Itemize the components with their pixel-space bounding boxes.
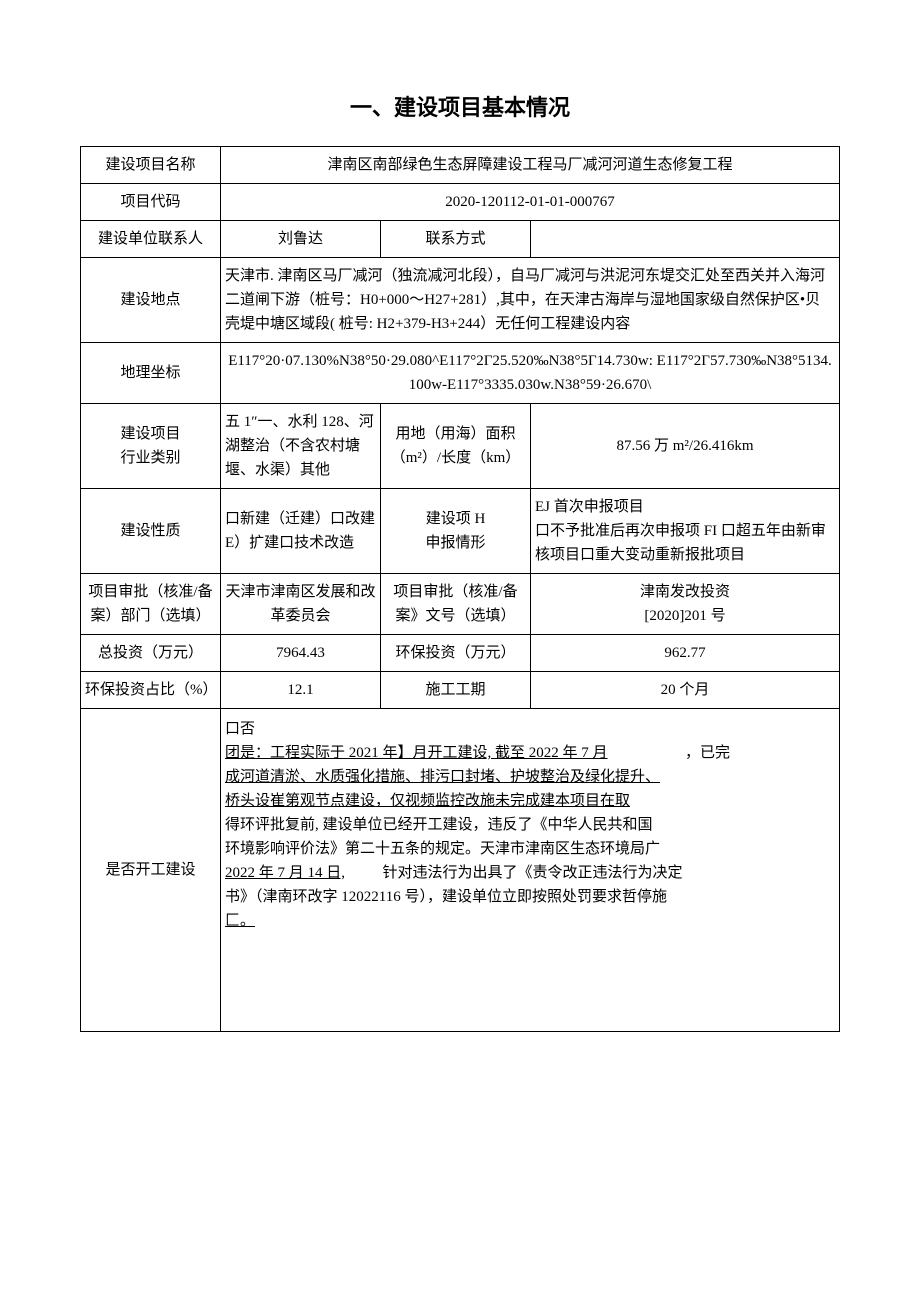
label-construction-period: 施工工期 — [381, 672, 531, 709]
table-row: 建设地点 天津市. 津南区马厂减河（独流减河北段），自马厂减河与洪泥河东堤交汇处… — [81, 258, 840, 343]
table-row: 是否开工建设 口否 团是：工程实际于 2021 年】月开工建设, 截至 2022… — [81, 709, 840, 1032]
label-total-investment: 总投资（万元） — [81, 635, 221, 672]
is-started-line1: 口否 — [225, 717, 835, 741]
section-title: 一、建设项目基本情况 — [80, 90, 840, 122]
value-project-name: 津南区南部绿色生态屏障建设工程马厂减河河道生态修复工程 — [221, 147, 840, 184]
label-env-ratio: 环保投资占比（%） — [81, 672, 221, 709]
table-row: 地理坐标 E117°20·07.130%N38°50·29.080^E117°2… — [81, 343, 840, 404]
is-started-line2a: 团是：工程实际于 2021 年】月开工建设, 截至 2022 年 7 月 — [225, 745, 608, 761]
table-row: 总投资（万元） 7964.43 环保投资（万元） 962.77 — [81, 635, 840, 672]
table-row: 项目代码 2020-120112-01-01-000767 — [81, 184, 840, 221]
label-contact-person: 建设单位联系人 — [81, 221, 221, 258]
value-location: 天津市. 津南区马厂减河（独流减河北段），自马厂减河与洪泥河东堤交汇处至西关并入… — [221, 258, 840, 343]
value-contact-person: 刘鲁达 — [221, 221, 381, 258]
is-started-line5: 得环评批复前, 建设单位已经开工建设，违反了《中华人民共和国 — [225, 813, 835, 837]
label-approval-dept: 项目审批（核准/备案）部门（选填） — [81, 574, 221, 635]
is-started-line3: 成河道清淤、水质强化措施、排污口封堵、护坡整治及绿化提升、 — [225, 765, 835, 789]
value-total-investment: 7964.43 — [221, 635, 381, 672]
label-project-name: 建设项目名称 — [81, 147, 221, 184]
value-contact-method — [531, 221, 840, 258]
label-env-investment: 环保投资（万元） — [381, 635, 531, 672]
label-is-started: 是否开工建设 — [81, 709, 221, 1032]
value-project-code: 2020-120112-01-01-000767 — [221, 184, 840, 221]
is-started-line7: 2022 年 7 月 14 日, 针对违法行为出具了《责令改正违法行为决定 — [225, 861, 835, 885]
is-started-line9: 匚。 — [225, 909, 255, 933]
value-project-h: EJ 首次申报项目 口不予批准后再次申报项 FI 口超五年由新审核项目口重大变动… — [531, 489, 840, 574]
label-approval-doc: 项目审批（核准/备案》文号（选填） — [381, 574, 531, 635]
value-is-started: 口否 团是：工程实际于 2021 年】月开工建设, 截至 2022 年 7 月 … — [221, 709, 840, 1032]
table-row: 项目审批（核准/备案）部门（选填） 天津市津南区发展和改革委员会 项目审批（核准… — [81, 574, 840, 635]
value-industry-category: 五 1″一、水利 128、河湖整治（不含农村塘堰、水渠）其他 — [221, 404, 381, 489]
label-location: 建设地点 — [81, 258, 221, 343]
label-project-h: 建设项 H 申报情形 — [381, 489, 531, 574]
is-started-line7a: 2022 年 7 月 14 日, — [225, 865, 345, 881]
label-industry-category: 建设项目 行业类别 — [81, 404, 221, 489]
table-row: 建设性质 口新建（迁建）口改建 E）扩建口技术改造 建设项 H 申报情形 EJ … — [81, 489, 840, 574]
value-land-area: 87.56 万 m²/26.416km — [531, 404, 840, 489]
label-land-area: 用地（用海）面积（m²）/长度（km） — [381, 404, 531, 489]
table-row: 建设项目名称 津南区南部绿色生态屏障建设工程马厂减河河道生态修复工程 — [81, 147, 840, 184]
value-construction-period: 20 个月 — [531, 672, 840, 709]
value-construction-nature: 口新建（迁建）口改建 E）扩建口技术改造 — [221, 489, 381, 574]
label-geo-coord: 地理坐标 — [81, 343, 221, 404]
value-approval-doc: 津南发改投资 [2020]201 号 — [531, 574, 840, 635]
is-started-line2b: ，已完 — [685, 745, 730, 761]
is-started-line4: 桥头设崔第观节点建设，仅视频监控改施未完成建本项目在取 — [225, 789, 835, 813]
value-approval-dept: 天津市津南区发展和改革委员会 — [221, 574, 381, 635]
is-started-line6: 环境影响评价法》第二十五条的规定。天津市津南区生态环境局广 — [225, 837, 835, 861]
label-construction-nature: 建设性质 — [81, 489, 221, 574]
page: 一、建设项目基本情况 建设项目名称 津南区南部绿色生态屏障建设工程马厂减河河道生… — [0, 0, 920, 1072]
label-contact-method: 联系方式 — [381, 221, 531, 258]
table-row: 建设项目 行业类别 五 1″一、水利 128、河湖整治（不含农村塘堰、水渠）其他… — [81, 404, 840, 489]
is-started-line2: 团是：工程实际于 2021 年】月开工建设, 截至 2022 年 7 月 ，已完 — [225, 741, 835, 765]
value-env-investment: 962.77 — [531, 635, 840, 672]
value-env-ratio: 12.1 — [221, 672, 381, 709]
value-geo-coord: E117°20·07.130%N38°50·29.080^E117°2Γ25.5… — [221, 343, 840, 404]
label-project-code: 项目代码 — [81, 184, 221, 221]
is-started-line7b: 针对违法行为出具了《责令改正违法行为决定 — [383, 865, 683, 881]
is-started-line8: 书》（津南环改字 12022116 号），建设单位立即按照处罚要求哲停施 — [225, 885, 835, 909]
table-row: 环保投资占比（%） 12.1 施工工期 20 个月 — [81, 672, 840, 709]
project-info-table: 建设项目名称 津南区南部绿色生态屏障建设工程马厂减河河道生态修复工程 项目代码 … — [80, 146, 840, 1032]
table-row: 建设单位联系人 刘鲁达 联系方式 — [81, 221, 840, 258]
